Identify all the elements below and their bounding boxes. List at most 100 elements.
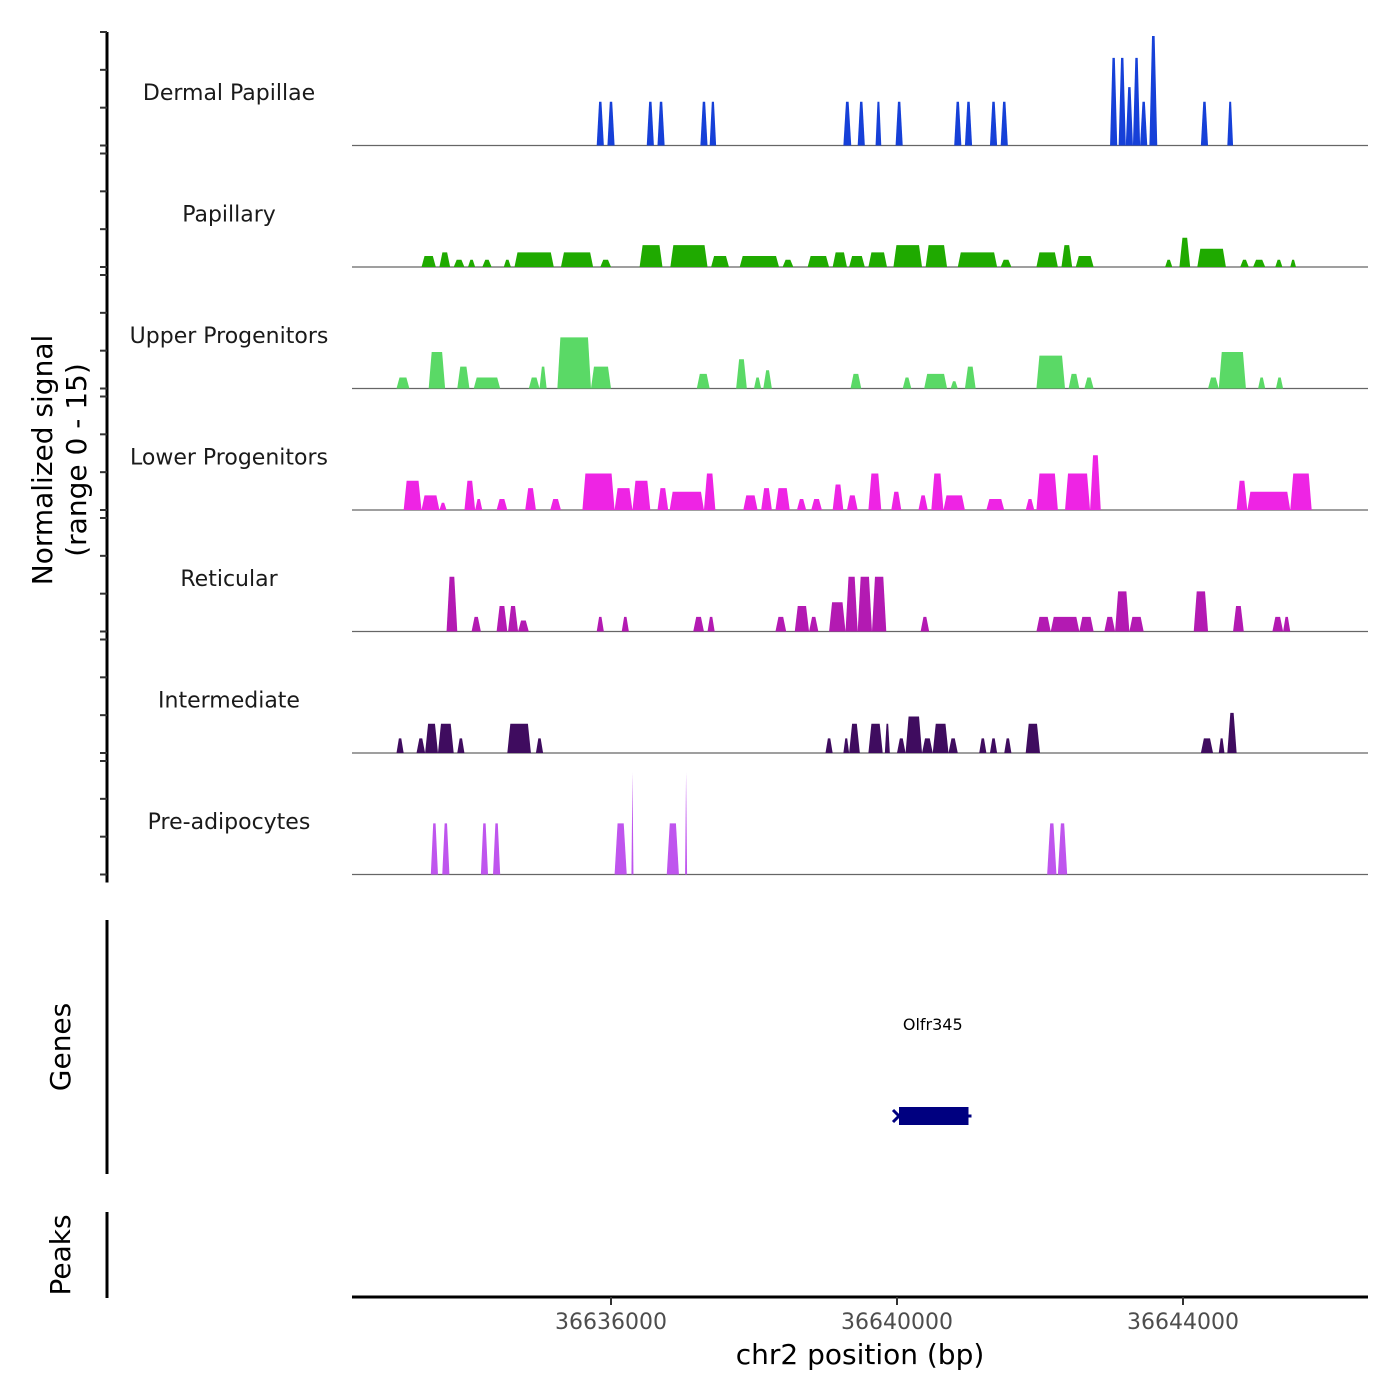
coverage-peak [670,245,708,267]
coverage-peak [464,480,476,510]
coverage-peak [685,772,688,875]
coverage-peak [468,259,476,267]
coverage-peak [1236,480,1248,510]
coverage-peak [743,495,758,510]
coverage-peak [428,352,446,389]
coverage-peak [437,723,454,753]
coverage-peak [711,256,729,267]
coverage-peak [832,484,844,510]
coverage-peak [1050,616,1080,632]
genes-panel-label: Genes [44,1003,77,1091]
coverage-peak [875,101,882,146]
coverage-peak [884,723,890,753]
coverage-peak [607,101,615,146]
coverage-peak [918,495,928,510]
coverage-peak [707,616,715,632]
x-tick-label: 36644000 [1127,1310,1239,1335]
coverage-peak [396,738,404,753]
track-label: Upper Progenitors [130,324,329,349]
coverage-peak [902,377,912,389]
coverage-peak [1036,252,1058,267]
coverage-peak [446,576,458,632]
coverage-peak [924,373,948,389]
coverage-peak [514,252,554,267]
coverage-peak [1247,491,1291,510]
coverage-peak [897,738,906,753]
coverage-peak [1057,823,1068,875]
coverage-peak [1104,616,1116,632]
coverage-peak [857,101,865,146]
coverage-peak [696,373,710,389]
coverage-peak [1047,823,1057,875]
coverage-peak [1118,57,1126,146]
coverage-peak [739,256,780,267]
coverage-peak [632,480,651,510]
coverage-peak [763,370,772,389]
coverage-peak [518,620,529,632]
coverage-peak [796,499,807,510]
coverage-peak [614,488,633,510]
coverage-peak [1179,237,1191,267]
coverage-peak [508,605,519,632]
coverage-peak [1140,101,1148,146]
coverage-peak [439,252,451,267]
coverage-peak [846,495,858,510]
x-tick-label: 36640000 [841,1310,953,1335]
coverage-peak [1200,101,1209,146]
x-axis-title: chr2 position (bp) [736,1338,985,1371]
coverage-peak [666,823,679,875]
track-label: Pre-adipocytes [148,810,311,835]
track-label: Intermediate [158,689,300,714]
coverage-peak [396,377,410,389]
coverage-peak [507,723,531,753]
coverage-peak [693,616,704,632]
coverage-peak [849,256,865,267]
coverage-peak [1208,377,1219,389]
coverage-peak [979,738,987,753]
coverage-peak [868,723,883,753]
coverage-peak [932,723,949,753]
coverage-peak [775,488,790,510]
coverage-peak [1132,57,1141,146]
coverage-peak [1227,712,1237,753]
coverage-peak [1004,738,1012,753]
coverage-peak [416,738,426,753]
signal-y-axis [100,31,109,883]
coverage-peak [473,377,501,389]
coverage-peak [920,616,930,632]
coverage-peak [1227,101,1234,146]
coverage-peak [868,252,887,267]
coverage-peak [1233,605,1244,632]
coverage-peak [421,495,440,510]
coverage-peak [1193,591,1209,632]
coverage-peak [482,259,492,267]
coverage-peak [614,823,627,875]
coverage-peak [439,502,447,510]
coverage-peak [1272,616,1284,632]
coverage-peak [1218,738,1225,753]
coverage-peak [843,101,852,146]
coverage-peak [905,716,923,753]
coverage-peak [754,377,762,389]
coverage-peak [1253,259,1266,267]
coverage-peak [1000,101,1008,146]
coverage-peak [832,252,847,267]
coverage-peak [550,499,561,510]
coverage-peak [703,473,716,510]
coverage-peak [1258,377,1266,389]
coverage-peak [657,101,665,146]
coverage-peak [496,499,508,510]
coverage-peak [1000,259,1012,267]
y-axis-label: Normalized signal (range 0 - 15) [26,335,93,586]
coverage-peak [1200,738,1214,753]
coverage-peak [1068,373,1080,389]
gene-label: Olfr345 [903,1015,963,1034]
coverage-peak [794,605,810,632]
coverage-peak [535,738,544,753]
coverage-peak [596,101,604,146]
coverage-peak [560,252,594,267]
coverage-peak [493,823,501,875]
coverage-peak [761,488,772,510]
coverage-peak [503,259,511,267]
coverage-peak [871,576,887,632]
